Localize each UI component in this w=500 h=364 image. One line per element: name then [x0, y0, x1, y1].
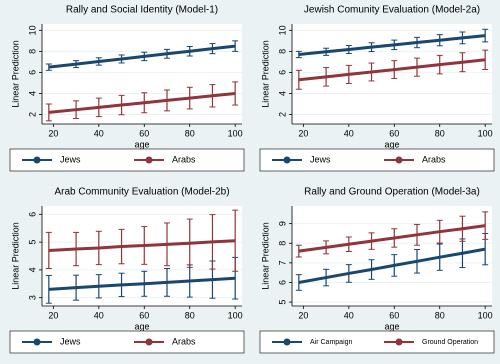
y-tick-label: 10 [27, 25, 37, 35]
x-tick-label: 60 [139, 128, 149, 138]
y-tick-label: 4 [277, 91, 287, 96]
x-tick-label: 80 [185, 128, 195, 138]
series-line [298, 247, 486, 284]
x-tick-label: 80 [435, 310, 445, 320]
y-tick-label: 8 [27, 49, 37, 54]
y-tick-label: 10 [277, 25, 287, 35]
y-tick-label: 3 [27, 295, 37, 300]
y-tick-label: 8 [277, 49, 287, 54]
panel-title: Rally and Social Identity (Model-1) [66, 5, 218, 16]
series [295, 28, 489, 59]
x-tick-label: 40 [94, 128, 104, 138]
x-tick-label: 20 [298, 310, 308, 320]
legend-label: Air Campaign [310, 339, 353, 346]
series [45, 81, 239, 122]
legend-marker [283, 156, 291, 164]
x-tick-label: 80 [435, 128, 445, 138]
y-tick-label: 6 [277, 70, 287, 75]
x-tick-label: 20 [298, 128, 308, 138]
series [295, 211, 489, 258]
series [295, 49, 489, 90]
x-tick-label: 100 [228, 128, 243, 138]
y-axis-label: Linear Prediction [10, 222, 20, 290]
series-line [48, 91, 236, 114]
y-axis-label: Linear Prediction [260, 40, 270, 108]
legend-marker [395, 338, 403, 346]
legend-marker [283, 338, 291, 346]
y-tick-label: 7 [277, 260, 287, 265]
y-axis-label: Linear Prediction [260, 222, 270, 290]
x-tick-label: 80 [185, 310, 195, 320]
legend-marker [395, 156, 403, 164]
legend-marker [145, 156, 153, 164]
series-line [48, 276, 236, 291]
series [45, 40, 239, 71]
series-line [298, 34, 486, 57]
legend-label: Arabs [422, 154, 446, 164]
legend-marker [33, 156, 41, 164]
legend-marker [145, 338, 153, 346]
x-tick-label: 100 [478, 128, 493, 138]
legend-marker [33, 338, 41, 346]
y-axis-label: Linear Prediction [10, 40, 20, 108]
plot-area [292, 24, 492, 124]
y-tick-label: 6 [27, 212, 37, 217]
x-tick-label: 20 [48, 310, 58, 320]
x-tick-label: 100 [478, 310, 493, 320]
legend-box [259, 148, 495, 172]
panel-title: Jewish Comunity Evaluation (Model-2a) [304, 5, 480, 16]
x-axis-label: age [134, 139, 149, 149]
legend-label: Jews [60, 154, 81, 164]
y-tick-label: 9 [277, 221, 287, 226]
legend-label: Ground Operation [422, 339, 478, 346]
series-line [48, 44, 236, 69]
y-tick-label: 4 [27, 91, 37, 96]
legend-box [9, 330, 245, 354]
x-tick-label: 40 [94, 310, 104, 320]
series-line [298, 58, 486, 82]
x-tick-label: 40 [344, 310, 354, 320]
plot-area [292, 206, 492, 306]
x-axis-label: age [134, 321, 149, 331]
y-tick-label: 5 [27, 240, 37, 245]
series-line [298, 224, 486, 253]
x-axis-label: age [384, 321, 399, 331]
y-tick-label: 6 [27, 70, 37, 75]
y-tick-label: 4 [27, 267, 37, 272]
legend-box [9, 148, 245, 172]
x-tick-label: 60 [139, 310, 149, 320]
legend-label: Jews [60, 336, 81, 346]
y-tick-label: 8 [277, 241, 287, 246]
series-line [48, 239, 236, 252]
panel-title: Arab Community Evaluation (Model-2b) [54, 187, 229, 198]
legend-label: Jews [310, 154, 331, 164]
x-tick-label: 60 [389, 128, 399, 138]
legend-label: Arabs [172, 154, 196, 164]
plot-area [42, 206, 242, 306]
x-tick-label: 100 [228, 310, 243, 320]
panel-title: Rally and Ground Operation (Model-3a) [304, 187, 480, 198]
x-axis-label: age [384, 139, 399, 149]
x-tick-label: 20 [48, 128, 58, 138]
series [45, 209, 239, 272]
y-tick-label: 6 [277, 280, 287, 285]
y-tick-label: 5 [277, 300, 287, 305]
x-tick-label: 40 [344, 128, 354, 138]
legend-label: Arabs [172, 336, 196, 346]
y-tick-label: 2 [277, 112, 287, 117]
plot-area [42, 24, 242, 124]
y-tick-label: 2 [27, 112, 37, 117]
x-tick-label: 60 [389, 310, 399, 320]
legend-box [259, 330, 495, 354]
